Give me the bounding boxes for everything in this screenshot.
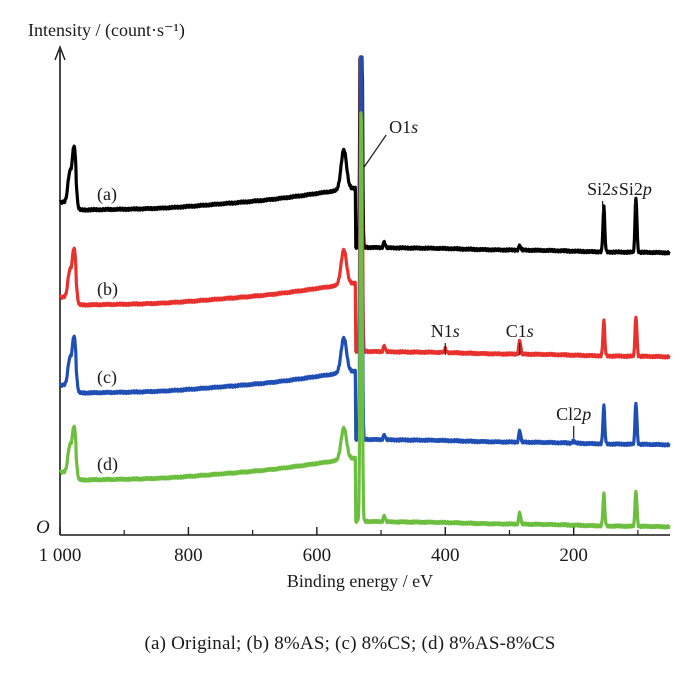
series-line (58, 55, 672, 448)
labels-layer: (a) (b) (c) (d) O1s Si2s Si2p N1s C1s Cl2p (97, 117, 652, 475)
peak-label: C1s (506, 321, 534, 341)
series-line (58, 55, 672, 360)
x-tick-label: 600 (303, 545, 332, 566)
peak-label: Cl2p (556, 404, 591, 424)
peak-label: Si2s (587, 179, 618, 199)
peak-label: Si2p (619, 179, 652, 199)
leader-line (363, 134, 387, 168)
series-label: (a) (97, 184, 117, 205)
chart-axes: 1 000 800 600 400 200 Binding energy / eV Inte… (28, 20, 670, 591)
y-axis-title: Intensity / (count·s⁻¹) (28, 20, 185, 41)
x-axis-title: Binding energy / eV (287, 571, 433, 591)
series-line (58, 55, 672, 256)
peak-label: N1s (431, 321, 460, 341)
xps-chart: 1 000 800 600 400 200 Binding energy / eV Inte… (28, 20, 672, 591)
series-line (58, 111, 672, 530)
origin-label: O (36, 517, 50, 538)
x-tick-label: 800 (174, 545, 203, 566)
x-tick-label: 1 000 (39, 545, 82, 566)
x-tick-label: 400 (431, 545, 460, 566)
figure-caption: (a) Original; (b) 8%AS; (c) 8%CS; (d) 8%… (144, 633, 556, 654)
series-label: (b) (97, 279, 118, 300)
x-tick-label: 200 (559, 545, 588, 566)
peak-label-o1s: O1s (389, 117, 418, 137)
series-label: (d) (97, 454, 118, 475)
y-axis-arrow (54, 45, 66, 61)
series-label: (c) (97, 367, 117, 388)
series-layer (58, 55, 672, 530)
